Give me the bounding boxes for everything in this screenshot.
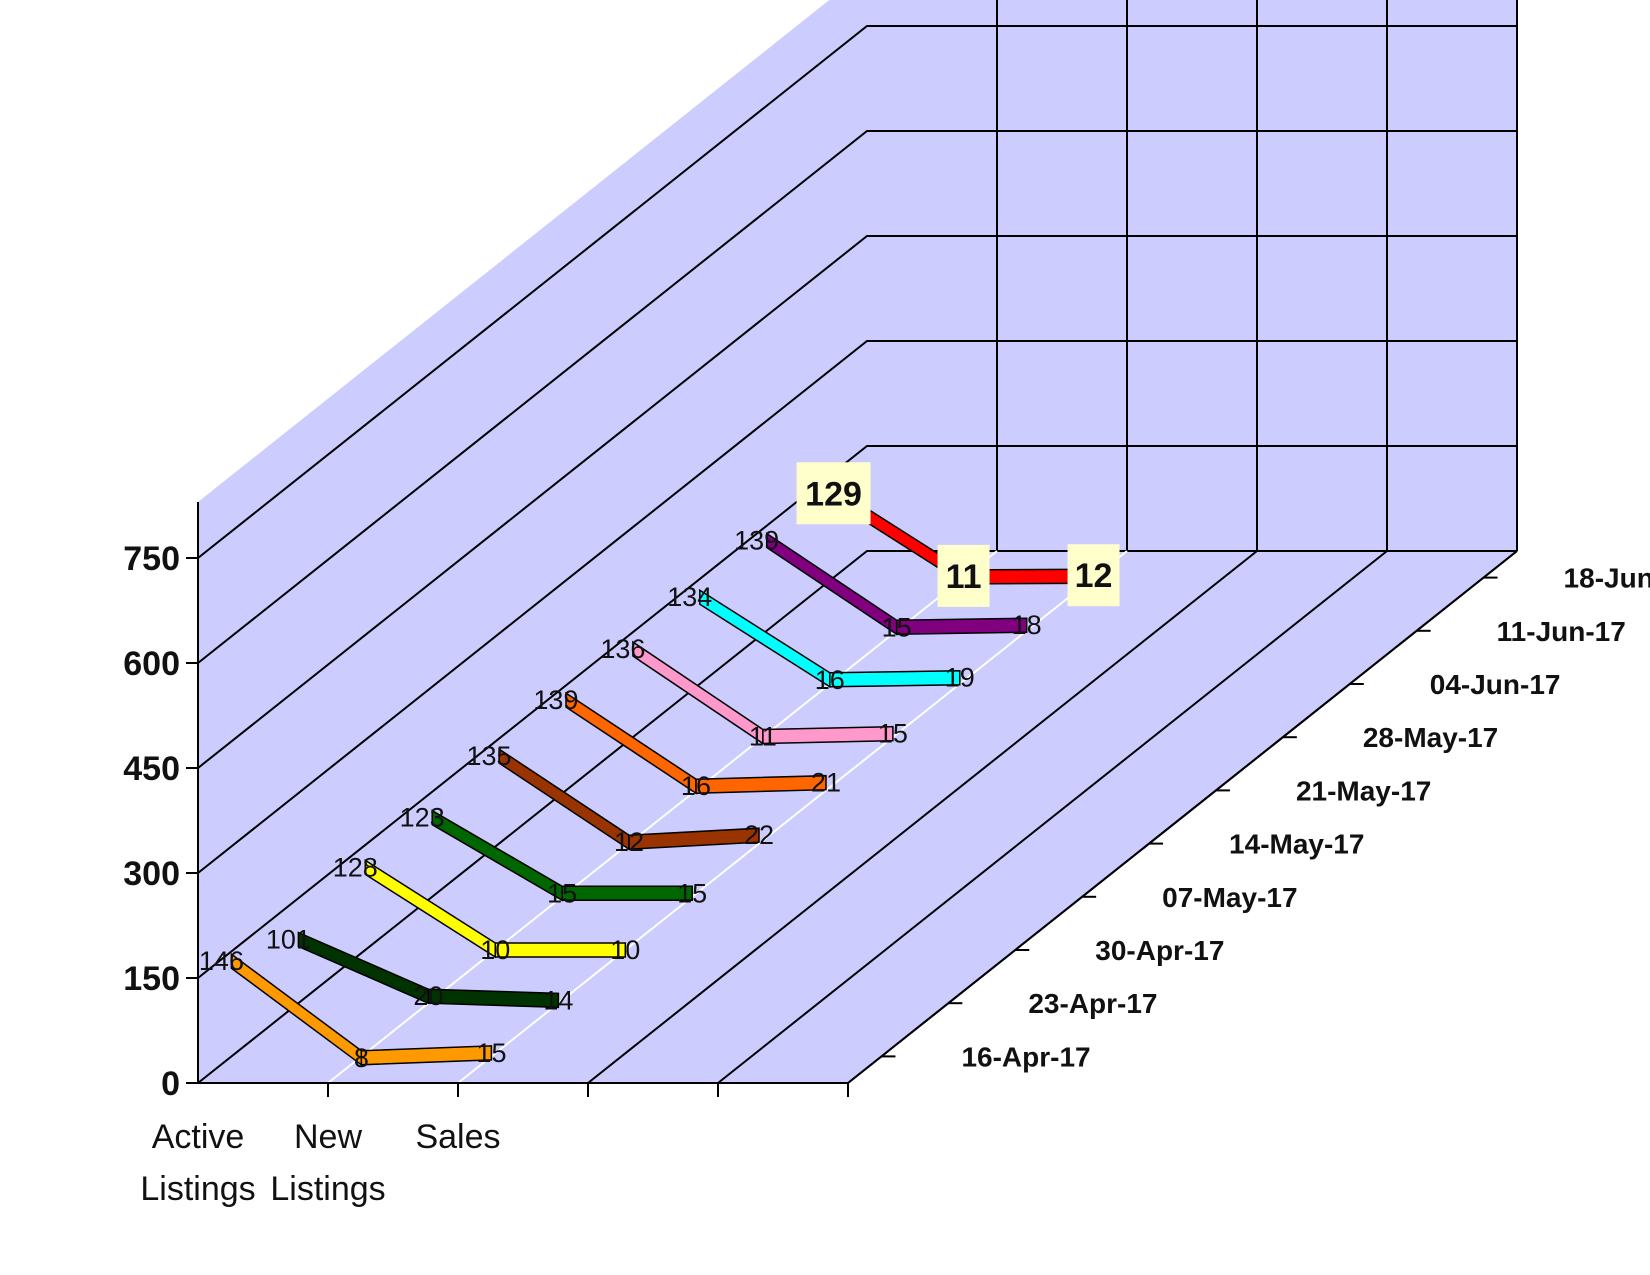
- data-label: 21: [811, 768, 841, 798]
- depth-axis-line: [847, 550, 1518, 1084]
- data-label: 14: [543, 985, 573, 1015]
- x-category-label: Active: [152, 1118, 245, 1156]
- data-label: 19: [945, 663, 975, 693]
- series-28-May-17: [632, 640, 894, 745]
- depth-date-label: 21-May-17: [1296, 775, 1431, 806]
- y-gridline: [197, 445, 1517, 979]
- depth-date-label: 11-Jun-17: [1497, 616, 1626, 647]
- depth-date-label: 14-May-17: [1229, 829, 1364, 860]
- ribbon-segment: [762, 725, 894, 745]
- ribbon-segment: [427, 988, 560, 1009]
- data-label: 18: [1012, 610, 1042, 640]
- depth-date-label: 18-Jun-17: [1564, 563, 1650, 594]
- depth-date-label: 16-Apr-17: [961, 1041, 1090, 1072]
- series-16-Apr-17: [230, 952, 493, 1067]
- data-label: 12: [614, 827, 644, 857]
- y-gridline: [197, 235, 1517, 769]
- floor-gridline: [457, 550, 1128, 1084]
- data-label: 8: [354, 1043, 369, 1073]
- x-category-label: Listings: [270, 1170, 385, 1208]
- data-label: 128: [333, 852, 378, 882]
- ribbon-segment: [695, 774, 827, 794]
- ribbon-segment: [895, 617, 1028, 636]
- data-label: 20: [413, 981, 443, 1011]
- data-label: 16: [681, 771, 711, 801]
- depth-date-label: 30-Apr-17: [1095, 935, 1224, 966]
- data-label: 11: [749, 722, 777, 752]
- data-label: 16: [815, 665, 845, 695]
- floor-gridline: [587, 550, 1258, 1084]
- y-tick-label: 0: [161, 1065, 180, 1103]
- series-21-May-17: [565, 691, 827, 795]
- data-label: 129: [805, 475, 862, 513]
- x-category-label: Listings: [140, 1170, 255, 1208]
- chart-walls: [198, 0, 1517, 1083]
- data-label: 139: [734, 526, 779, 556]
- data-label: 15: [476, 1038, 506, 1068]
- back-wall: [867, 0, 1517, 551]
- y-tick-label: 150: [123, 960, 180, 998]
- data-label: 12: [1075, 557, 1113, 595]
- series-30-Apr-17: [364, 859, 627, 959]
- data-label: 15: [878, 719, 908, 749]
- data-label: 15: [882, 612, 912, 642]
- data-label-box: [796, 462, 871, 525]
- chart-axes: [186, 502, 1518, 1097]
- data-label: 135: [467, 741, 512, 771]
- y-tick-label: 750: [123, 540, 180, 578]
- data-label: 15: [677, 878, 707, 908]
- floor-gridline: [717, 550, 1388, 1084]
- y-gridline: [197, 25, 1517, 559]
- data-label: 22: [744, 820, 774, 850]
- data-label: 123: [400, 803, 445, 833]
- series-14-May-17: [498, 747, 760, 851]
- ribbon-segment: [829, 669, 961, 688]
- y-tick-label: 450: [123, 750, 180, 788]
- data-label: 134: [667, 582, 712, 612]
- x-category-label: New: [294, 1118, 362, 1156]
- series-23-Apr-17: [297, 931, 560, 1009]
- depth-date-label: 28-May-17: [1363, 722, 1498, 753]
- data-label-box: [1067, 544, 1120, 607]
- data-label: 11: [946, 558, 982, 596]
- data-label: 10: [480, 935, 510, 965]
- data-labels: 129 11 12 139 15 18 134 16 19 136 11 15 139 16 21 135 12…: [199, 462, 1120, 1073]
- data-label: 139: [533, 685, 578, 715]
- ribbon-segment: [561, 885, 693, 902]
- depth-date-label: 23-Apr-17: [1028, 988, 1157, 1019]
- depth-date-label: 07-May-17: [1162, 882, 1297, 913]
- y-gridline: [197, 340, 1517, 874]
- x-axis-category-labels: Active Listings New Listings Sales: [140, 1118, 500, 1208]
- data-label: 136: [600, 634, 645, 664]
- data-label-box: [937, 544, 990, 607]
- series-11-Jun-17: [765, 532, 1028, 636]
- y-axis-tick-labels: 0 150 300 450 600 750: [123, 540, 180, 1103]
- ribbon-segment: [360, 1045, 493, 1066]
- x-category-label: Sales: [415, 1118, 500, 1156]
- y-gridline: [197, 130, 1517, 664]
- ribbon-segment: [628, 827, 760, 850]
- side-wall: [198, 0, 867, 1083]
- series-04-Jun-17: [699, 588, 961, 689]
- depth-date-label: 04-Jun-17: [1430, 669, 1561, 700]
- data-label: 10: [610, 935, 640, 965]
- series-07-May-17: [431, 809, 693, 902]
- data-label: 146: [199, 946, 244, 976]
- data-label: 101: [266, 925, 311, 955]
- data-label: 15: [547, 878, 577, 908]
- y-tick-label: 300: [123, 855, 180, 893]
- ribbon-segment: [494, 942, 627, 958]
- depth-axis-date-labels: 16-Apr-17 23-Apr-17 30-Apr-17 07-May-17 14-M…: [961, 563, 1650, 1073]
- y-tick-label: 600: [123, 645, 180, 683]
